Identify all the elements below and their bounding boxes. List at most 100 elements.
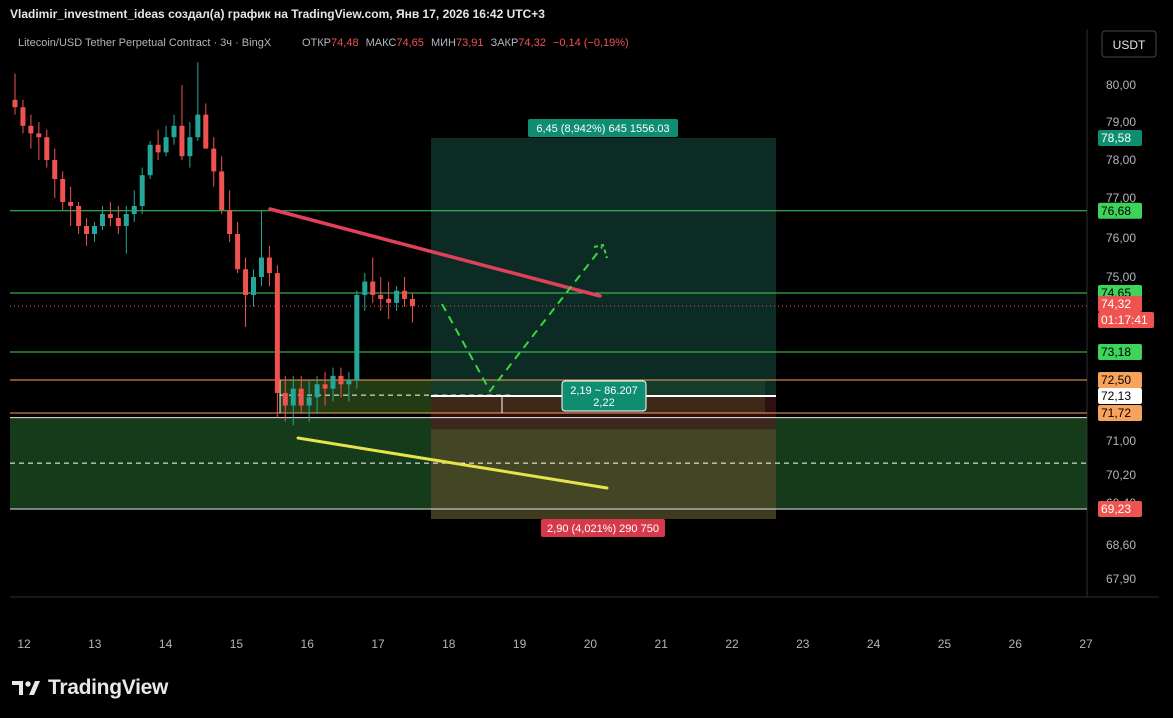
candle-body bbox=[84, 226, 90, 234]
time-tick: 20 bbox=[584, 637, 598, 651]
candle-body bbox=[131, 206, 137, 214]
candle-body bbox=[282, 392, 288, 406]
time-tick: 13 bbox=[88, 637, 102, 651]
price-tick: 68,60 bbox=[1106, 538, 1136, 552]
candle-body bbox=[171, 125, 177, 138]
support-trendline bbox=[296, 436, 609, 490]
time-tick: 17 bbox=[371, 637, 385, 651]
candle-body bbox=[44, 137, 50, 160]
time-axis: 12 13 14 15 16 17 18 19 20 21 22 23 24 25 26 27 bbox=[17, 637, 1093, 651]
price-badge-text: 69,23 bbox=[1101, 502, 1131, 516]
price-badge-text: 01:17:41 bbox=[1101, 313, 1148, 327]
currency-button[interactable] bbox=[1101, 30, 1157, 58]
candle-body bbox=[370, 281, 376, 295]
stop-label: 2,90 (4,021%) 290 750 bbox=[547, 523, 659, 535]
candle-body bbox=[155, 144, 161, 153]
candle-body bbox=[402, 290, 408, 299]
candle-body bbox=[386, 298, 392, 303]
candle-body bbox=[219, 171, 225, 210]
candle-body bbox=[266, 257, 272, 274]
target-label: 6,45 (8,942%) 645 1556.03 bbox=[536, 123, 669, 135]
candle-body bbox=[346, 380, 352, 385]
price-badge-text: 73,18 bbox=[1101, 345, 1131, 359]
brand-name: TradingView bbox=[48, 676, 169, 699]
time-tick: 24 bbox=[867, 637, 881, 651]
price-tick: 80,00 bbox=[1106, 78, 1136, 92]
candle-body bbox=[20, 107, 26, 126]
time-tick: 25 bbox=[938, 637, 952, 651]
levels-layer bbox=[10, 210, 1087, 510]
time-tick: 26 bbox=[1009, 637, 1023, 651]
chart-svg[interactable]: 6,45 (8,942%) 645 1556.03 2,90 (4,021%) 2… bbox=[10, 29, 1159, 658]
tradingview-logo: TradingView bbox=[12, 676, 168, 700]
price-badge-level bbox=[1098, 202, 1142, 219]
currency-button-label: USDT bbox=[1113, 38, 1146, 52]
tradingview-logo-icon bbox=[12, 681, 40, 695]
price-badge-entry bbox=[1098, 388, 1142, 404]
candle-body bbox=[394, 290, 400, 303]
candle-body bbox=[211, 148, 217, 172]
candle-body bbox=[187, 137, 193, 157]
rr-label-line1: 2,19 ~ 86.207 bbox=[570, 385, 638, 397]
time-tick: 21 bbox=[655, 637, 669, 651]
time-tick: 15 bbox=[230, 637, 244, 651]
candle-body bbox=[298, 388, 304, 406]
price-tick: 71,00 bbox=[1106, 434, 1136, 448]
price-badge-countdown bbox=[1098, 312, 1154, 328]
projection-path bbox=[441, 246, 603, 393]
candle-body bbox=[290, 388, 296, 406]
price-axis: 80,00 79,00 78,00 77,00 76,00 75,00 71,00 70,20… bbox=[1098, 78, 1154, 586]
time-tick: 18 bbox=[442, 637, 456, 651]
candle-body bbox=[235, 234, 241, 270]
price-tick: 75,00 bbox=[1106, 270, 1136, 284]
legend-symbol: Litecoin/USD Tether Perpetual Contract ·… bbox=[18, 37, 272, 49]
candle-body bbox=[306, 397, 312, 406]
candle-body bbox=[123, 214, 129, 226]
candle-body bbox=[227, 210, 233, 234]
time-tick: 27 bbox=[1079, 637, 1093, 651]
resistance-trendline bbox=[268, 207, 602, 298]
candle-body bbox=[36, 133, 42, 138]
candle-body bbox=[28, 125, 34, 134]
candle-body bbox=[243, 269, 249, 295]
candle-body bbox=[378, 294, 384, 299]
candle-body bbox=[68, 202, 74, 206]
candle-body bbox=[203, 114, 209, 149]
candle-body bbox=[179, 125, 185, 157]
time-tick: 16 bbox=[301, 637, 315, 651]
price-tick: 76,00 bbox=[1106, 231, 1136, 245]
price-tick: 67,90 bbox=[1106, 572, 1136, 586]
price-badge-text: 74,32 bbox=[1101, 297, 1131, 311]
candles-layer bbox=[12, 62, 415, 426]
candle-body bbox=[322, 384, 328, 389]
legend-ohlc: ОТКР74,48 МАКС74,65 МИН73,91 ЗАКР74,32 −… bbox=[302, 37, 629, 49]
drawings-layer: 6,45 (8,942%) 645 1556.03 2,90 (4,021%) 2… bbox=[268, 119, 678, 537]
position-target-area bbox=[431, 137, 776, 396]
candle-body bbox=[314, 384, 320, 398]
candle-body bbox=[99, 214, 105, 226]
price-badge-last bbox=[1098, 296, 1142, 312]
rr-label-line2: 2,22 bbox=[593, 397, 614, 409]
price-tick: 70,20 bbox=[1106, 468, 1136, 482]
price-badge-text: 76,68 bbox=[1101, 204, 1131, 218]
price-badge-text: 78,58 bbox=[1101, 131, 1131, 145]
time-tick: 14 bbox=[159, 637, 173, 651]
candle-body bbox=[139, 175, 145, 206]
price-badge-text: 72,50 bbox=[1101, 373, 1131, 387]
price-badge-text: 71,72 bbox=[1101, 406, 1131, 420]
candle-body bbox=[338, 375, 344, 385]
candle-body bbox=[258, 257, 264, 277]
price-tick: 78,00 bbox=[1106, 153, 1136, 167]
time-tick: 23 bbox=[796, 637, 810, 651]
candle-body bbox=[60, 179, 66, 202]
candle-body bbox=[147, 144, 153, 176]
candle-body bbox=[274, 273, 280, 393]
candle-body bbox=[76, 206, 82, 226]
price-badge-zone bbox=[1098, 372, 1142, 388]
candle-body bbox=[410, 298, 415, 306]
chart-frame[interactable]: 6,45 (8,942%) 645 1556.03 2,90 (4,021%) 2… bbox=[10, 29, 1159, 658]
price-tick: 79,00 bbox=[1106, 115, 1136, 129]
candle-body bbox=[354, 294, 360, 380]
target-label-box bbox=[528, 119, 678, 137]
candle-body bbox=[195, 114, 201, 138]
